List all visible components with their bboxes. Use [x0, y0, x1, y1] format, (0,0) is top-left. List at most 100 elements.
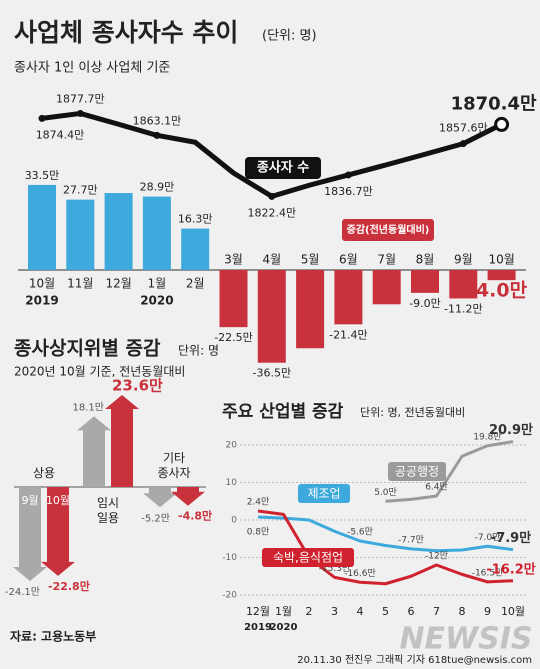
category-label: 임시 일용: [97, 496, 119, 525]
bar-value-label: -36.5만: [253, 367, 292, 380]
bar-value-label: 28.9만: [140, 181, 175, 194]
y-tick-label: 10: [226, 478, 238, 488]
point-value-label: 19.8만: [473, 431, 501, 442]
arrow: [13, 487, 47, 581]
main-subtitle: 종사자 1인 이상 사업체 기준: [14, 61, 170, 76]
bar: [28, 184, 56, 270]
x-tick-label: 1월: [275, 605, 292, 618]
bar: [104, 193, 133, 270]
line-point: [153, 131, 161, 139]
industry-title: 주요 산업별 증감: [222, 402, 344, 422]
series-name: 공공행정: [395, 464, 439, 479]
arrow: [41, 487, 75, 576]
x-tick-label: 8: [459, 605, 466, 618]
x-tick-label: 4: [357, 605, 364, 618]
series-label: 10월: [46, 494, 70, 507]
point-value-label: -7.0만: [475, 532, 501, 543]
line-value-label: 1874.4만: [36, 128, 85, 141]
point-value-label: -16.2만: [486, 561, 535, 577]
bar: [181, 228, 210, 270]
year-label: 2020: [140, 294, 173, 308]
point-value-label: 20.9만: [489, 422, 533, 438]
bar: [334, 270, 363, 325]
series-name-box: [298, 484, 350, 503]
arrow: [77, 416, 111, 487]
line-value-label: 1822.4만: [247, 206, 296, 219]
bar-value-label: -22.5만: [214, 331, 253, 344]
line-point: [38, 114, 46, 122]
x-tick-label: 9: [484, 605, 491, 618]
point-value-label: 5.0만: [374, 487, 397, 498]
line-point: [459, 140, 467, 148]
series-line: [257, 509, 514, 586]
year-label: 2020: [270, 622, 298, 633]
arrow: [171, 487, 205, 506]
point-value-label: -7.9만: [491, 530, 531, 546]
legend-box: [342, 219, 434, 241]
bar: [219, 270, 248, 328]
series-line: [257, 515, 514, 553]
y-tick-label: 20: [226, 441, 238, 451]
point-value-label: -16.6만: [344, 568, 376, 579]
status-title: 종사상지위별 증감: [14, 338, 161, 360]
point-value-label: 6.4만: [425, 482, 448, 493]
legend-label: 종사자 수: [257, 160, 309, 176]
month-label: 6월: [339, 253, 358, 267]
month-label: 10월: [488, 253, 514, 267]
series-name: 숙박,음식점업: [273, 551, 343, 565]
arrow-value-label: -24.1만: [5, 586, 40, 598]
status-subtitle: 2020년 10월 기준, 전년동월대비: [14, 365, 185, 379]
bar-value-label: 27.7만: [63, 184, 98, 197]
bar: [142, 196, 171, 270]
x-tick-label: 2: [306, 605, 313, 618]
bar-value-label: 33.5만: [25, 169, 60, 182]
month-label: 8월: [416, 253, 435, 267]
bar: [66, 199, 95, 270]
line-point: [76, 109, 84, 117]
line-value-label: 1857.6만: [439, 122, 488, 135]
series-name-box: [388, 462, 446, 481]
x-tick-label: 10월: [501, 605, 525, 618]
line-value-label: 1877.7만: [56, 92, 105, 105]
month-label: 10월: [29, 277, 55, 291]
status-unit: 단위: 명: [178, 344, 219, 358]
bar: [257, 270, 286, 363]
month-label: 12월: [105, 277, 131, 291]
bar-value-label: -11.2만: [444, 302, 483, 315]
x-tick-label: 3: [331, 605, 338, 618]
series-name-box: [262, 548, 354, 567]
point-value-label: -16.5만: [472, 567, 504, 578]
month-label: 4월: [262, 253, 281, 267]
arrow-value-label: 23.6만: [112, 376, 163, 394]
bar: [411, 270, 439, 293]
x-tick-label: 6: [408, 605, 415, 618]
point-value-label: -5.6만: [347, 527, 373, 538]
industry-unit: 단위: 명, 전년동월대비: [360, 406, 465, 419]
point-value-label: -12만: [425, 551, 448, 562]
y-tick-label: -10: [222, 553, 237, 563]
arrow-value-label: 18.1만: [73, 401, 104, 413]
year-label: 2019: [244, 622, 272, 633]
watermark: NEWSIS: [399, 622, 532, 657]
bar-value-label: 16.3만: [178, 213, 213, 226]
bar-value-label: -21.4만: [329, 328, 368, 341]
y-tick-label: 0: [231, 516, 237, 526]
month-label: 11월: [67, 277, 93, 291]
x-tick-label: 7: [433, 605, 440, 618]
series-name: 제조업: [307, 487, 340, 501]
arrow: [105, 394, 139, 487]
main-title: 사업체 종사자수 추이: [14, 18, 238, 47]
legend-label: 증감(전년동월대비): [347, 223, 430, 236]
arrow-value-label: -4.8만: [178, 509, 212, 523]
x-tick-label: 12월: [246, 605, 270, 618]
month-label: 5월: [301, 253, 320, 267]
month-label: 7월: [377, 253, 396, 267]
arrow: [143, 487, 177, 508]
line-value-label: 1863.1만: [133, 114, 182, 127]
arrow-value-label: -22.8만: [48, 579, 90, 593]
month-label: 9월: [454, 253, 473, 267]
point-value-label: -7.7만: [398, 534, 424, 545]
point-value-label: -15.3만: [319, 563, 351, 574]
year-label: 2019: [25, 294, 58, 308]
